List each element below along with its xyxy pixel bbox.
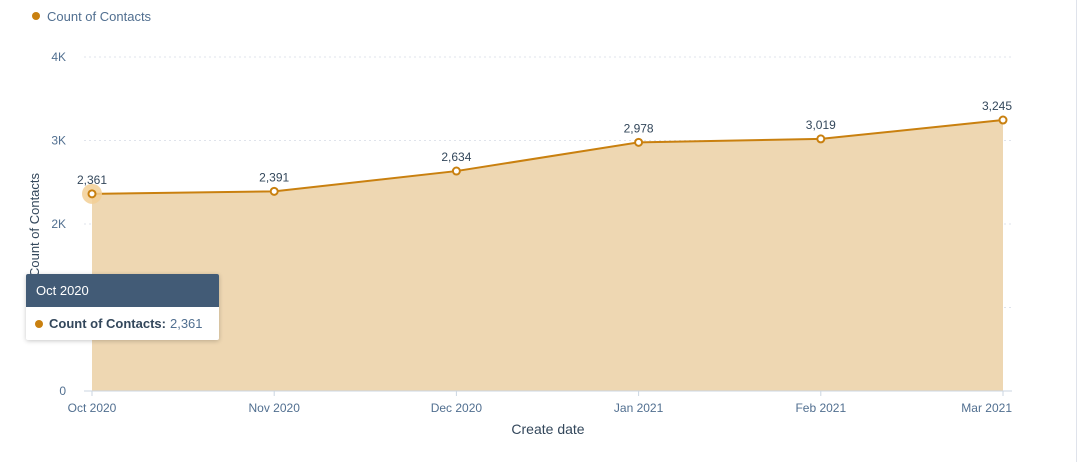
x-tick-label: Oct 2020 [68,401,117,415]
axes: 0 2K 3K 4K Oct 2020 Nov 2020 Dec 2020 Jan 2021 F… [51,50,1012,415]
data-label: 2,361 [77,173,107,187]
y-tick-label: 0 [59,384,66,398]
data-label: 2,634 [441,150,471,164]
x-tick-label: Jan 2021 [614,401,664,415]
data-point[interactable] [816,134,826,144]
y-tick-label: 3K [51,134,66,148]
data-point[interactable] [269,186,279,196]
data-point[interactable] [87,189,97,199]
area-fill-layer [92,120,1003,391]
tooltip-value: 2,361 [169,316,203,331]
y-tick-label: 2K [51,217,66,231]
chart-legend[interactable]: Count of Contacts [32,8,151,24]
x-tick-label: Mar 2021 [961,401,1012,415]
data-label: 3,245 [982,99,1012,113]
tooltip-title: Oct 2020 [26,274,219,307]
data-labels: 2,361 2,391 2,634 2,978 3,019 3,245 [77,99,1012,187]
series-area [92,120,1003,391]
x-tick-label: Feb 2021 [795,401,846,415]
y-axis-label: Count of Contacts [27,172,42,277]
tooltip-series-label: Count of Contacts: [49,316,166,331]
x-axis-label: Create date [511,421,584,437]
data-label: 3,019 [806,118,836,132]
data-point[interactable] [451,166,461,176]
legend-marker [32,12,40,20]
data-point[interactable] [998,115,1008,125]
tooltip-series-marker [35,319,43,328]
data-points[interactable] [82,115,1008,204]
x-tick-label: Dec 2020 [431,401,483,415]
x-tick-label: Nov 2020 [249,401,301,415]
series-line [91,119,1004,195]
legend-label: Count of Contacts [47,8,152,24]
tooltip-row: Count of Contacts: 2,361 [26,307,219,340]
hover-tooltip: Oct 2020 Count of Contacts: 2,361 [26,274,219,340]
data-label: 2,978 [624,121,654,135]
data-point[interactable] [634,137,644,147]
data-label: 2,391 [259,170,289,184]
y-tick-label: 4K [51,50,66,64]
series-line-layer [91,119,1004,195]
panel-right-border [1076,0,1088,462]
